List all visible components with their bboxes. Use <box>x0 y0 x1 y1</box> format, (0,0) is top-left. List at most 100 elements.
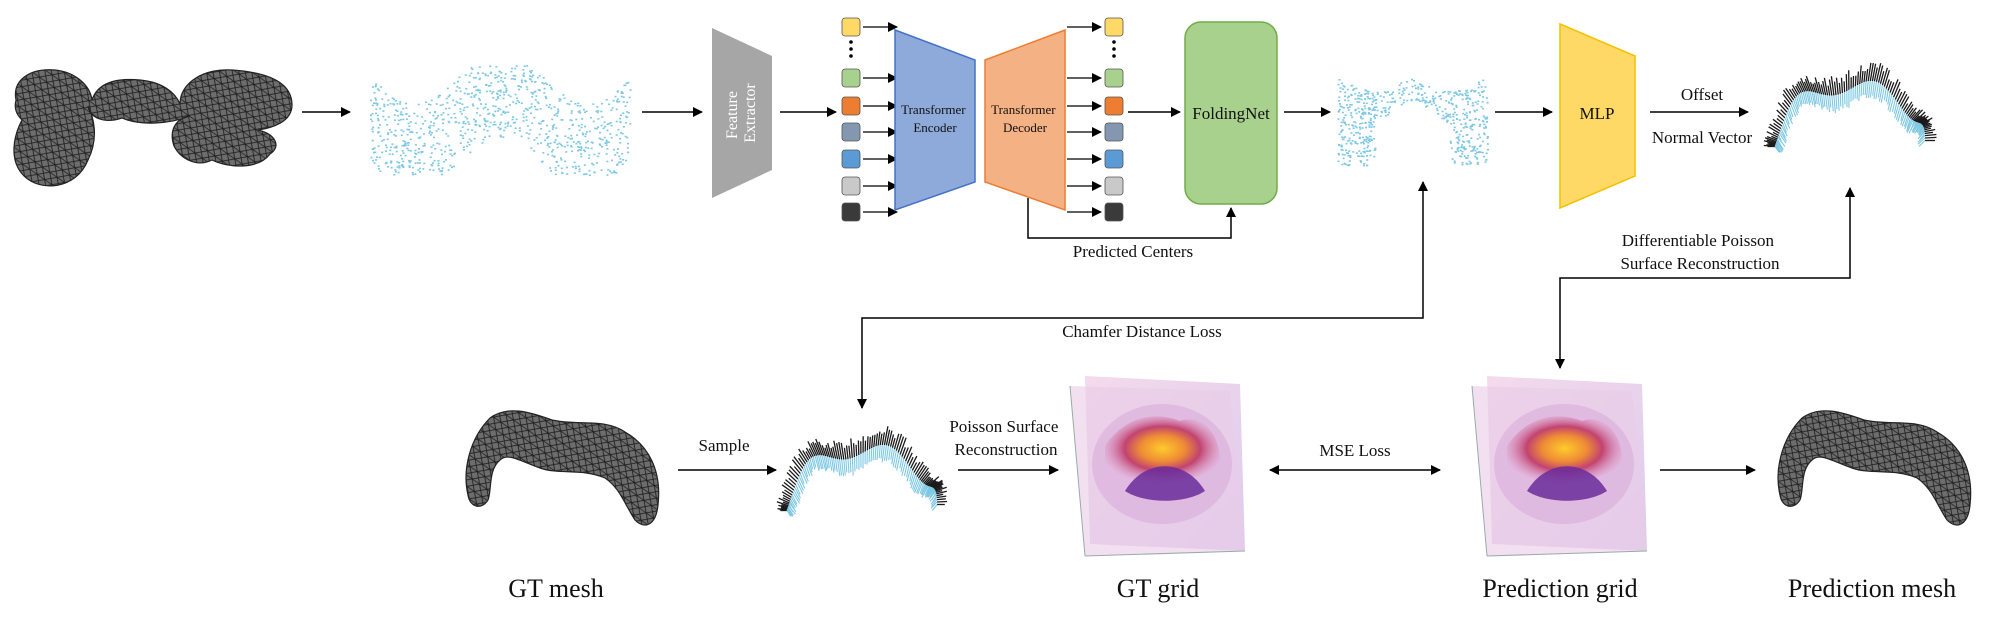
point <box>1462 112 1465 115</box>
point <box>1417 86 1420 88</box>
point <box>576 134 579 136</box>
point <box>1350 85 1353 87</box>
input-mesh <box>13 69 293 187</box>
point <box>572 141 575 143</box>
point <box>462 137 465 139</box>
point <box>551 128 554 130</box>
point <box>1349 142 1352 144</box>
point <box>452 99 455 102</box>
point <box>543 92 546 94</box>
point <box>580 123 583 126</box>
normal-quill <box>906 452 913 464</box>
point <box>1360 161 1363 163</box>
point <box>620 114 622 117</box>
point <box>1376 109 1379 112</box>
point <box>553 141 556 143</box>
point <box>531 93 534 95</box>
point <box>402 118 405 121</box>
point <box>1348 137 1351 140</box>
transformer-encoder-label: Transformer <box>901 102 966 117</box>
point <box>1388 111 1390 114</box>
point <box>1390 93 1393 95</box>
point <box>1350 104 1353 106</box>
point <box>583 164 586 166</box>
point <box>570 145 573 147</box>
normal-quill-inner <box>906 468 912 482</box>
point <box>449 153 452 155</box>
point <box>1458 139 1461 142</box>
point <box>1348 106 1351 108</box>
point <box>408 161 411 164</box>
normal-quill-inner <box>794 487 801 499</box>
point <box>579 149 582 151</box>
point <box>1358 101 1361 103</box>
point <box>1352 127 1355 129</box>
point <box>1431 97 1434 100</box>
normal-quill-inner <box>801 470 808 484</box>
normal-quill <box>825 444 831 458</box>
point <box>428 111 431 114</box>
point <box>556 161 559 163</box>
normal-quill <box>1763 140 1776 145</box>
point <box>593 153 596 156</box>
normal-quill <box>782 497 791 502</box>
point <box>542 120 545 122</box>
normal-quill-inner <box>1815 92 1818 105</box>
normal-quill-inner <box>1805 91 1811 106</box>
point <box>627 142 630 145</box>
point <box>433 111 436 114</box>
normal-quill-inner <box>853 457 856 472</box>
point <box>393 114 396 116</box>
point <box>406 142 409 144</box>
point <box>377 131 380 133</box>
normal-quill <box>1894 88 1901 100</box>
point <box>418 159 421 161</box>
psr-label-line1: Poisson Surface <box>949 417 1058 436</box>
point <box>1380 110 1383 113</box>
point <box>619 158 622 160</box>
point <box>500 72 503 74</box>
point <box>1341 149 1344 151</box>
point <box>456 86 459 88</box>
normal-quill <box>1788 88 1796 99</box>
normal-quill-inner <box>928 490 936 500</box>
point <box>1371 109 1374 112</box>
normal-quill <box>1828 79 1833 96</box>
point <box>394 169 397 171</box>
normal-quill <box>815 438 823 456</box>
normal-quill <box>840 442 845 460</box>
point <box>1461 93 1464 96</box>
point <box>400 129 403 131</box>
normal-quill <box>1845 74 1848 92</box>
point <box>503 84 506 86</box>
point <box>430 163 433 166</box>
point <box>507 121 510 124</box>
point <box>499 94 501 97</box>
point <box>542 77 545 79</box>
point <box>1423 99 1426 102</box>
normal-quill <box>921 472 931 483</box>
normal-quill-inner <box>901 460 907 476</box>
point <box>1364 107 1367 110</box>
normal-quill-inner <box>930 501 938 509</box>
point <box>566 141 569 144</box>
point <box>459 90 462 93</box>
prediction-grid-volume <box>1471 376 1648 557</box>
point <box>570 110 573 112</box>
point <box>371 104 374 107</box>
point <box>1414 84 1417 87</box>
dpsr-label-line2: Surface Reconstruction <box>1620 254 1780 273</box>
point <box>474 120 477 122</box>
point <box>418 148 420 150</box>
point <box>459 110 462 113</box>
point <box>514 67 517 70</box>
point <box>462 109 465 111</box>
point <box>1355 126 1358 129</box>
point <box>376 102 379 105</box>
point <box>578 129 581 131</box>
point <box>609 170 612 172</box>
normal-quill <box>850 438 853 458</box>
point <box>1473 90 1476 92</box>
point <box>514 93 517 96</box>
normal-quill-inner <box>1841 93 1844 109</box>
